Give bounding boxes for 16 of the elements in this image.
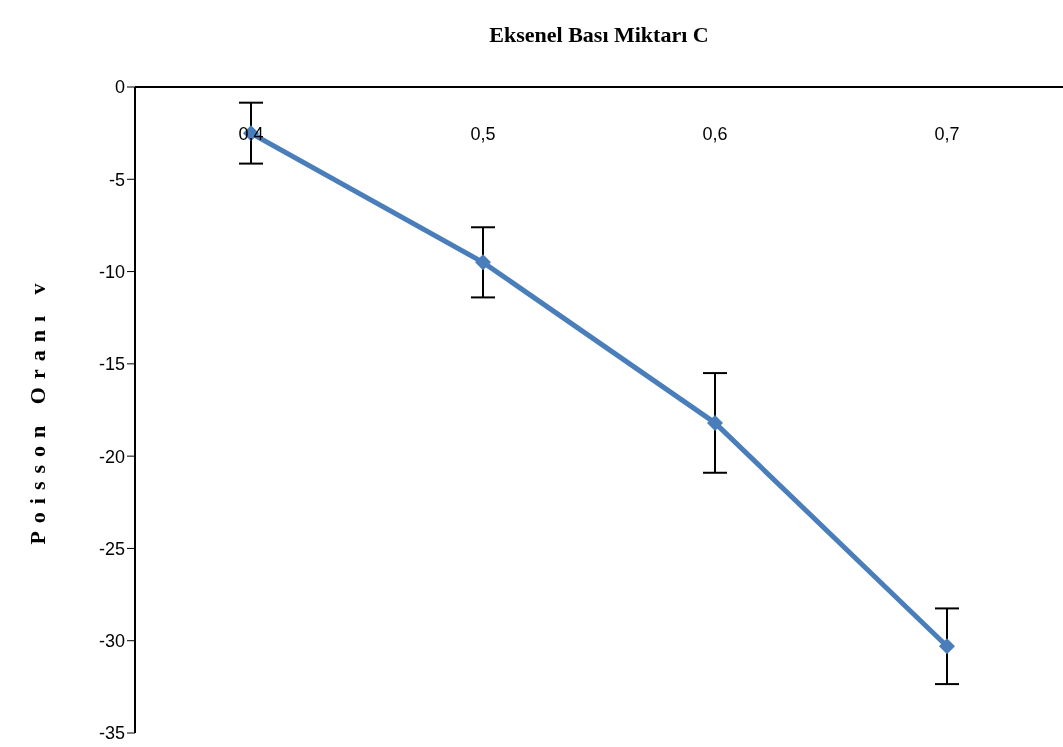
point — [939, 638, 955, 655]
y-tick-label: -5 — [108, 169, 125, 190]
y-tick-label: -20 — [98, 446, 125, 467]
x-tick-label: 0,5 — [470, 124, 496, 144]
y-axis-title: Poisson Oranı v — [25, 275, 51, 545]
y-tick-label: -35 — [98, 723, 125, 744]
x-tick-label: 0,7 — [934, 124, 960, 144]
y-tick-label: -25 — [98, 538, 125, 559]
point — [707, 414, 723, 431]
y-tick-label: -15 — [98, 354, 125, 375]
y-tick-label: 0 — [114, 77, 125, 98]
x-tick-label: 0,6 — [702, 124, 728, 144]
y-tick-label: -30 — [98, 631, 125, 652]
point — [475, 254, 491, 271]
chart-title: Eksenel Bası Miktarı C — [488, 22, 710, 48]
y-tick-label: -10 — [98, 261, 125, 282]
